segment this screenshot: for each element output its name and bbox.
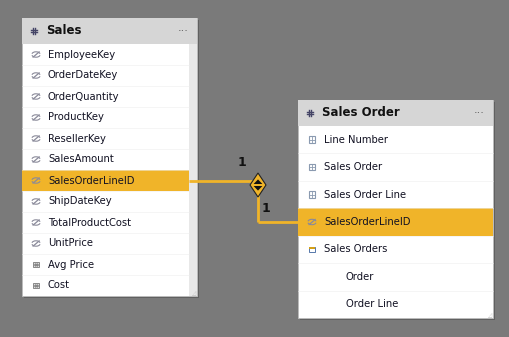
Text: ···: ··· bbox=[473, 108, 484, 118]
Text: ProductKey: ProductKey bbox=[48, 113, 104, 123]
Text: Cost: Cost bbox=[48, 280, 70, 290]
Text: Line Number: Line Number bbox=[323, 135, 387, 145]
Polygon shape bbox=[253, 179, 262, 184]
FancyBboxPatch shape bbox=[22, 18, 196, 44]
FancyBboxPatch shape bbox=[297, 208, 492, 236]
FancyBboxPatch shape bbox=[297, 100, 492, 126]
Text: EmployeeKey: EmployeeKey bbox=[48, 50, 115, 60]
Text: 1: 1 bbox=[237, 155, 246, 168]
Text: SalesOrderLineID: SalesOrderLineID bbox=[48, 176, 134, 185]
Polygon shape bbox=[249, 173, 266, 197]
Text: Sales Order: Sales Order bbox=[323, 162, 381, 172]
Text: ShipDateKey: ShipDateKey bbox=[48, 196, 111, 207]
Text: Avg Price: Avg Price bbox=[48, 259, 94, 270]
Text: Sales Orders: Sales Orders bbox=[323, 244, 387, 254]
Text: OrderQuantity: OrderQuantity bbox=[48, 92, 119, 101]
Text: UnitPrice: UnitPrice bbox=[48, 239, 93, 248]
FancyBboxPatch shape bbox=[308, 247, 315, 249]
Text: ◿: ◿ bbox=[190, 290, 194, 295]
Text: ◿: ◿ bbox=[486, 312, 490, 317]
Text: TotalProductCost: TotalProductCost bbox=[48, 217, 131, 227]
Text: 1: 1 bbox=[261, 202, 270, 214]
Text: OrderDateKey: OrderDateKey bbox=[48, 70, 118, 81]
Text: Sales: Sales bbox=[46, 25, 81, 37]
Text: ···: ··· bbox=[178, 26, 189, 36]
FancyBboxPatch shape bbox=[189, 44, 196, 296]
Text: ResellerKey: ResellerKey bbox=[48, 133, 106, 144]
FancyBboxPatch shape bbox=[22, 170, 189, 191]
Text: Order: Order bbox=[345, 272, 374, 282]
Text: Order Line: Order Line bbox=[345, 299, 398, 309]
FancyBboxPatch shape bbox=[299, 102, 494, 320]
Text: Sales Order: Sales Order bbox=[321, 106, 399, 120]
FancyBboxPatch shape bbox=[24, 20, 199, 298]
Polygon shape bbox=[253, 186, 262, 191]
Text: Sales Order Line: Sales Order Line bbox=[323, 190, 405, 200]
Text: SalesOrderLineID: SalesOrderLineID bbox=[323, 217, 410, 227]
FancyBboxPatch shape bbox=[297, 100, 492, 318]
Text: SalesAmount: SalesAmount bbox=[48, 154, 114, 164]
FancyBboxPatch shape bbox=[22, 18, 196, 296]
